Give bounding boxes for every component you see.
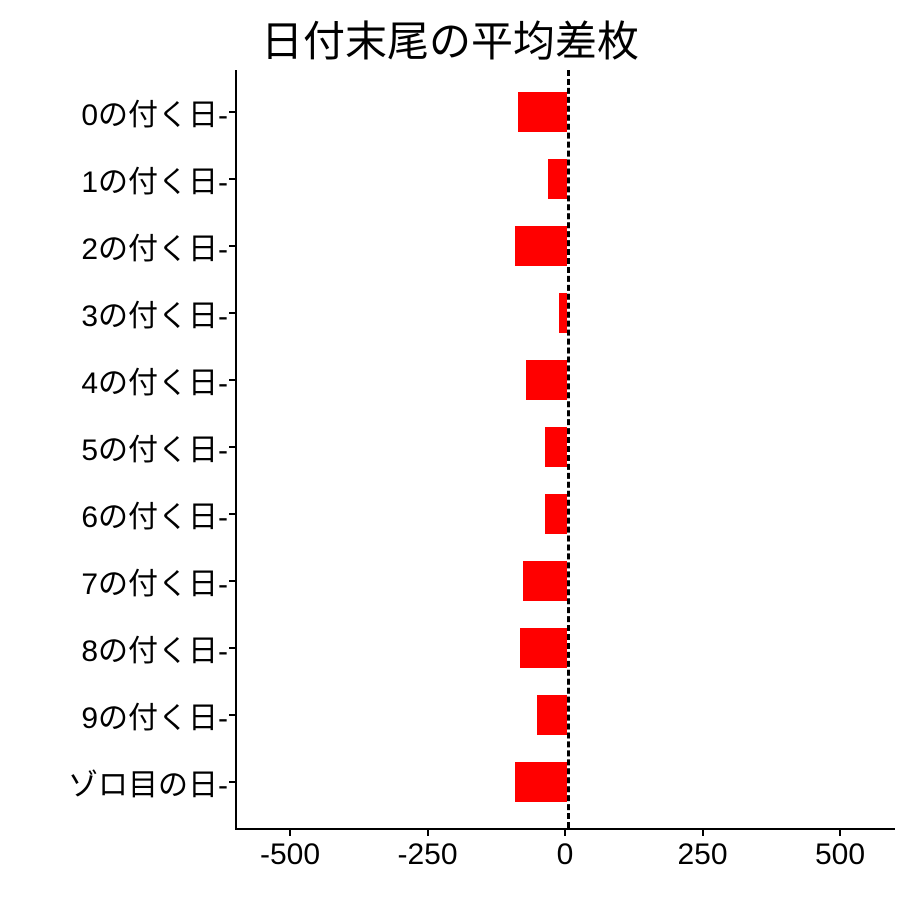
- chart-container: 日付末尾の平均差枚 0の付く日- 1の付く日- 2の付く日- 3の付く日- 4の付く日-…: [0, 0, 900, 900]
- y-axis-label: 6の付く日-: [81, 492, 228, 536]
- y-tick: [229, 580, 235, 582]
- y-tick: [229, 178, 235, 180]
- y-axis-label: 3の付く日-: [81, 291, 228, 335]
- bar: [520, 628, 567, 668]
- y-axis-label: 5の付く日-: [81, 425, 228, 469]
- bar: [515, 762, 567, 802]
- x-tick: [702, 830, 704, 836]
- bar: [548, 159, 567, 199]
- y-axis-label: 7の付く日-: [81, 559, 228, 603]
- y-tick: [229, 647, 235, 649]
- bar: [523, 561, 567, 601]
- y-axis-label: 0の付く日-: [81, 90, 228, 134]
- x-axis-label: 0: [557, 838, 574, 872]
- chart-title: 日付末尾の平均差枚: [0, 8, 900, 69]
- y-tick: [229, 446, 235, 448]
- y-tick: [229, 781, 235, 783]
- x-tick: [839, 830, 841, 836]
- bar: [537, 695, 567, 735]
- y-axis-label: 2の付く日-: [81, 224, 228, 268]
- y-tick: [229, 245, 235, 247]
- y-tick: [229, 513, 235, 515]
- y-tick: [229, 714, 235, 716]
- y-axis-label: 1の付く日-: [81, 157, 228, 201]
- y-axis-label: 9の付く日-: [81, 693, 228, 737]
- zero-reference-line: [567, 70, 570, 828]
- bar: [545, 427, 567, 467]
- x-tick: [427, 830, 429, 836]
- bar: [559, 293, 567, 333]
- bar: [515, 226, 567, 266]
- y-tick: [229, 111, 235, 113]
- y-axis-label: 8の付く日-: [81, 626, 228, 670]
- y-axis-label: ゾロ目の日-: [68, 760, 228, 804]
- x-axis-label: 250: [677, 838, 727, 872]
- bar: [526, 360, 567, 400]
- y-tick: [229, 379, 235, 381]
- y-axis-label: 4の付く日-: [81, 358, 228, 402]
- bar: [545, 494, 567, 534]
- x-tick: [289, 830, 291, 836]
- x-axis-label: 500: [815, 838, 865, 872]
- x-tick: [564, 830, 566, 836]
- x-axis-label: -500: [260, 838, 320, 872]
- x-axis-label: -250: [397, 838, 457, 872]
- y-tick: [229, 312, 235, 314]
- bar: [518, 92, 568, 132]
- plot-area: [235, 70, 895, 830]
